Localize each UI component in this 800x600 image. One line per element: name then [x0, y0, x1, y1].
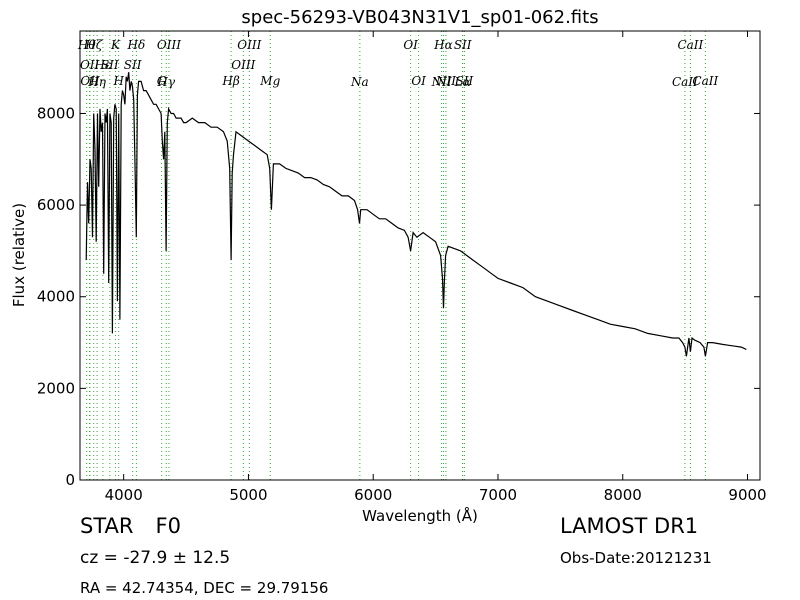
- x-tick-label: 7000: [479, 486, 517, 504]
- x-tick-label: 9000: [728, 486, 766, 504]
- line-label: K: [110, 38, 121, 52]
- y-axis-ticks: 0 2000 4000 6000 8000: [37, 104, 760, 489]
- plot-frame: [79, 30, 761, 481]
- line-label: SII: [101, 58, 119, 72]
- y-tick-label: 6000: [37, 196, 75, 214]
- y-axis-label: Flux (relative): [10, 203, 28, 307]
- line-label: OII: [80, 74, 100, 88]
- line-label: CaII: [672, 75, 698, 89]
- y-tick-label: 4000: [37, 288, 75, 306]
- line-label: Lα: [454, 75, 471, 89]
- line-label: Hδ: [127, 38, 146, 52]
- object-class: STAR F0: [80, 514, 181, 538]
- coordinates-text: RA = 42.74354, DEC = 29.79156: [80, 579, 329, 597]
- line-label: Hγ: [156, 75, 175, 89]
- line-label: Hη: [87, 75, 106, 89]
- line-label: OII: [80, 58, 100, 72]
- line-label: CaII: [692, 74, 718, 88]
- spectral-line-markers: [86, 31, 706, 480]
- obs-date-text: Obs-Date:20121231: [560, 549, 712, 567]
- line-label: Hβ: [221, 74, 239, 88]
- line-label: CaII: [677, 38, 703, 52]
- line-label: OIII: [157, 38, 181, 52]
- x-axis-ticks: 4000 5000 6000 7000 8000 9000: [105, 31, 767, 504]
- redshift-text: cz = -27.9 ± 12.5: [80, 548, 231, 568]
- line-label: Hθ: [77, 38, 96, 52]
- line-label: OIII: [237, 38, 261, 52]
- line-label: SII: [456, 74, 474, 88]
- line-label: OI: [411, 74, 426, 88]
- line-label: SII: [124, 58, 142, 72]
- y-tick-label: 2000: [37, 379, 75, 397]
- line-label: H: [112, 74, 124, 88]
- x-axis-label: Wavelength (Å): [362, 506, 478, 525]
- x-tick-label: 4000: [105, 486, 143, 504]
- subclass-label: F0: [155, 514, 181, 538]
- line-label: G: [157, 74, 167, 88]
- line-label: Mg: [259, 74, 280, 88]
- line-label: NII: [435, 74, 456, 88]
- x-tick-label: 5000: [229, 486, 267, 504]
- spectrum-line: [85, 72, 747, 357]
- y-tick-label: 0: [65, 471, 75, 489]
- x-tick-label: 8000: [604, 486, 642, 504]
- line-label: NII: [431, 75, 452, 89]
- line-label: SII: [454, 38, 472, 52]
- survey-label: LAMOST DR1: [560, 514, 699, 538]
- line-label: OIII: [231, 58, 255, 72]
- class-label: STAR: [80, 514, 134, 538]
- chart-title: spec-56293-VB043N31V1_sp01-062.fits: [241, 7, 598, 28]
- line-label: Hζ: [84, 38, 103, 52]
- spectral-line-labels: HθOIIOIIHζHηHεSIIKHSIIHδGHγOIIIHβOIIIOII…: [77, 38, 719, 89]
- line-label: Na: [350, 75, 369, 89]
- line-label: Hα: [433, 38, 453, 52]
- line-label: Hε: [94, 58, 112, 72]
- x-tick-label: 6000: [354, 486, 392, 504]
- line-label: OI: [403, 38, 418, 52]
- y-tick-label: 8000: [37, 104, 75, 122]
